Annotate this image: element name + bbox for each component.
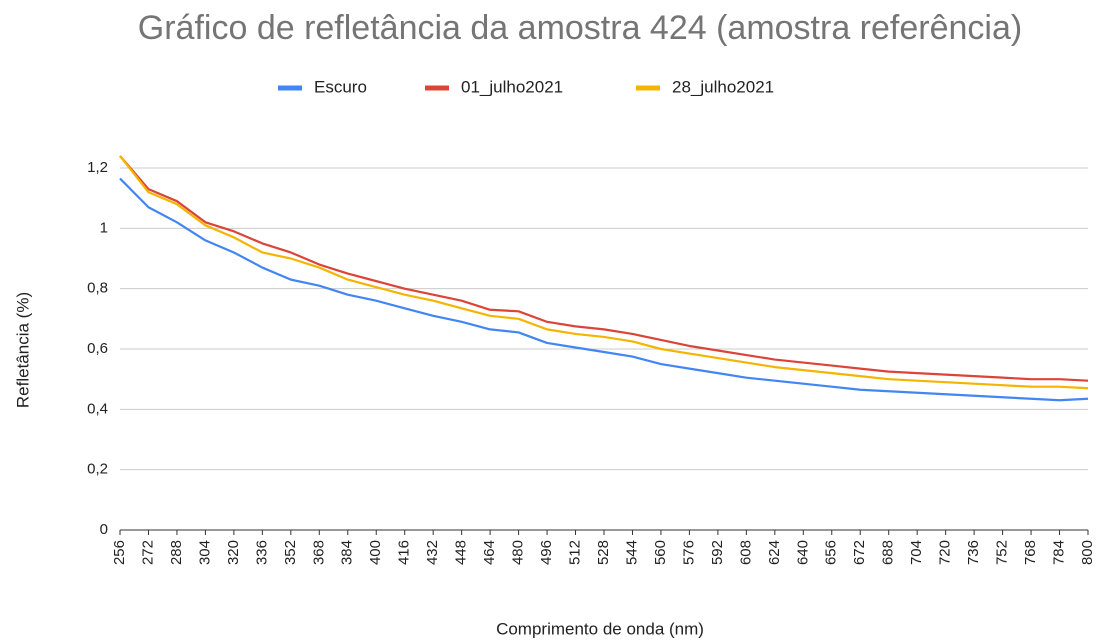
x-tick-label: 672 [851, 540, 868, 565]
x-tick-label: 480 [510, 540, 527, 565]
x-tick-label: 576 [680, 540, 697, 565]
x-tick-label: 400 [367, 540, 384, 565]
x-tick-label: 528 [595, 540, 612, 565]
x-tick-label: 736 [965, 540, 982, 565]
x-axis-label: Comprimento de onda (nm) [496, 619, 704, 638]
x-tick-label: 320 [225, 540, 242, 565]
legend-label: 28_julho2021 [672, 77, 774, 96]
x-tick-label: 304 [196, 540, 213, 565]
y-tick-label: 0,2 [87, 461, 108, 478]
y-tick-label: 0,8 [87, 280, 108, 297]
x-tick-label: 656 [823, 540, 840, 565]
x-tick-label: 432 [424, 540, 441, 565]
x-tick-label: 640 [794, 540, 811, 565]
x-tick-label: 768 [1022, 540, 1039, 565]
x-tick-label: 448 [453, 540, 470, 565]
x-tick-label: 720 [937, 540, 954, 565]
x-tick-label: 256 [111, 540, 128, 565]
x-tick-label: 336 [253, 540, 270, 565]
x-tick-label: 368 [310, 540, 327, 565]
x-tick-label: 384 [339, 540, 356, 565]
x-tick-label: 608 [737, 540, 754, 565]
series-line [119, 177, 1089, 402]
x-tick-label: 688 [880, 540, 897, 565]
x-tick-label: 560 [652, 540, 669, 565]
x-tick-label: 464 [481, 540, 498, 565]
x-tick-label: 512 [566, 540, 583, 565]
x-tick-label: 624 [766, 540, 783, 565]
x-tick-label: 704 [908, 540, 925, 565]
series-line [119, 155, 1089, 390]
y-tick-label: 0,6 [87, 340, 108, 357]
x-tick-label: 416 [396, 540, 413, 565]
y-tick-label: 1 [100, 219, 108, 236]
legend-label: 01_julho2021 [461, 77, 563, 96]
y-tick-label: 0,4 [87, 400, 108, 417]
series-line [119, 155, 1089, 382]
x-tick-label: 352 [282, 540, 299, 565]
x-tick-label: 272 [139, 540, 156, 565]
y-tick-label: 0 [100, 521, 108, 538]
x-tick-label: 496 [538, 540, 555, 565]
x-tick-label: 288 [168, 540, 185, 565]
x-tick-label: 784 [1050, 540, 1067, 565]
y-tick-label: 1,2 [87, 159, 108, 176]
legend-label: Escuro [314, 77, 367, 96]
y-axis-label: Refletância (%) [13, 292, 32, 408]
x-tick-label: 544 [623, 540, 640, 565]
x-tick-label: 592 [709, 540, 726, 565]
x-tick-label: 752 [994, 540, 1011, 565]
chart-title: Gráfico de refletância da amostra 424 (a… [138, 9, 1022, 47]
x-tick-label: 800 [1079, 540, 1096, 565]
